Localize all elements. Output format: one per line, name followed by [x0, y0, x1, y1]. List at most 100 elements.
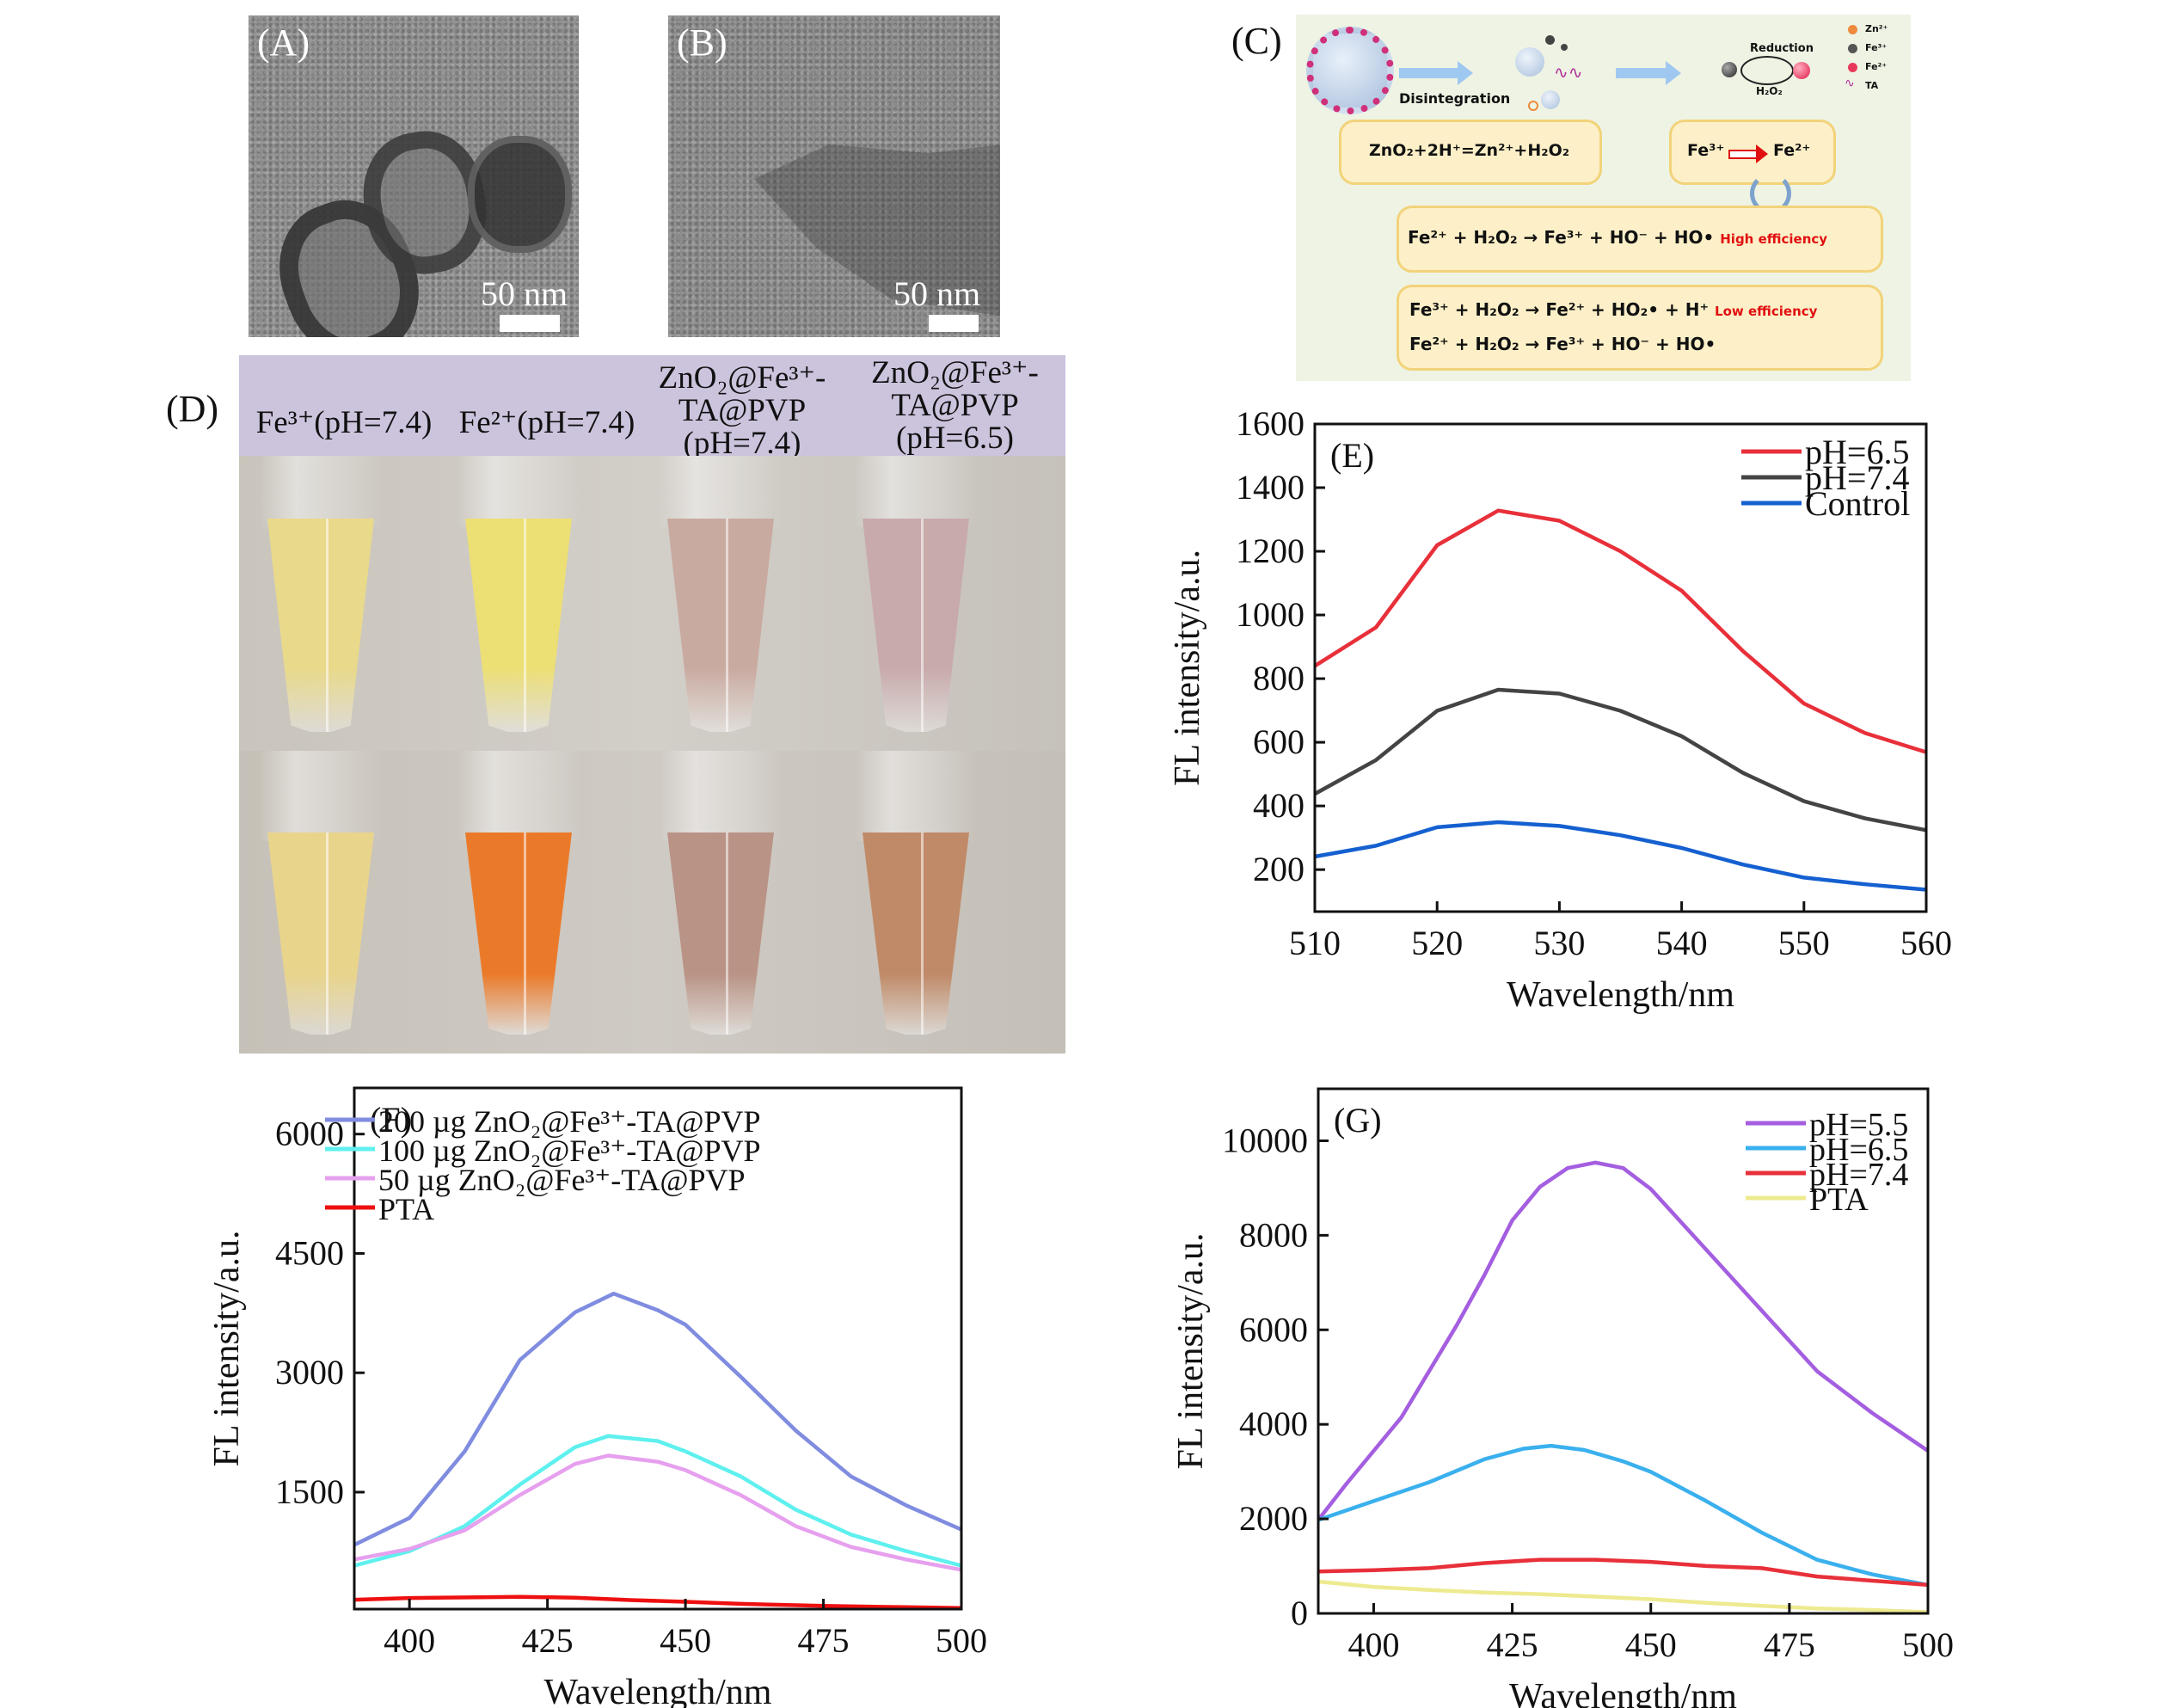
chart-e: 510 520 530 540 550 560 200 400 600 800 1000 1200 14… [1168, 404, 1952, 1015]
y-axis-label: FL intensity/a.u. [207, 1231, 247, 1467]
tem-noise [668, 15, 1000, 337]
legend-ta-label: TA [1865, 80, 1879, 91]
cycle-arrows-icon [1750, 173, 1791, 214]
chart-g: 400 425 450 475 500 0 2000 4000 6000 8000 10000 Wav… [1171, 1087, 1954, 1708]
series-line-0 [1317, 1160, 1930, 1521]
x-tick-label: 450 [660, 1621, 711, 1660]
series-line-1 [1313, 687, 1927, 832]
legend-label: PTA [1809, 1182, 1869, 1218]
y-tick-label: 1400 [1236, 468, 1304, 507]
y-tick-label: 10000 [1222, 1121, 1308, 1159]
x-tick-label: 510 [1289, 924, 1341, 962]
x-tick-label: 550 [1778, 924, 1830, 962]
fe3-ion-icon [1561, 44, 1568, 51]
panel-label-c: (C) [1231, 20, 1282, 62]
equation-high-text: Fe²⁺ + H₂O₂ → Fe³⁺ + HO⁻ + HO• [1408, 227, 1715, 248]
x-tick-label: 425 [522, 1621, 574, 1660]
equation-low-second: Fe²⁺ + H₂O₂ → Fe³⁺ + HO⁻ + HO• [1409, 334, 1716, 354]
ta-wave-icon: ∿∿ [1554, 62, 1583, 83]
zn2-ion-icon [1528, 101, 1538, 111]
panel-label-b: (B) [677, 22, 727, 64]
column-label-fe3: Fe³⁺(pH=7.4) [241, 407, 447, 439]
equation-low-text: Fe³⁺ + H₂O₂ → Fe²⁺ + HO₂• + H⁺ [1409, 299, 1710, 320]
panel-label: (G) [1334, 1101, 1382, 1140]
red-arrow-icon [1728, 150, 1758, 159]
tube-glass [659, 751, 783, 841]
tube-glass [854, 751, 978, 841]
series-line-2 [353, 1453, 962, 1572]
legend-ta-swatch: ∿ [1845, 77, 1855, 90]
fragment-sphere-icon [1515, 47, 1544, 77]
y-tick-label: 4000 [1239, 1404, 1308, 1443]
y-tick-label: 8000 [1239, 1215, 1308, 1254]
fe3-ion-icon [1545, 35, 1555, 45]
legend-label: pH=7.4 [1809, 1157, 1908, 1193]
x-axis-label: Wavelength/nm [544, 1673, 772, 1708]
x-tick-label: 560 [1900, 924, 1952, 962]
x-tick-label: 400 [384, 1621, 435, 1660]
x-axis-label: Wavelength/nm [1509, 1677, 1737, 1708]
column-label-line: (pH=6.5) [896, 421, 1014, 456]
column-label-line: (pH=7.4) [683, 426, 801, 461]
tube-glass [854, 456, 978, 527]
legend-zn-swatch [1848, 25, 1857, 34]
column-label-fe2: Fe²⁺(pH=7.4) [445, 407, 648, 439]
legend-c: Zn²⁺ Fe³⁺ Fe²⁺ ∿ TA [1845, 23, 1908, 101]
fe2-label: Fe²⁺ [1773, 141, 1811, 160]
column-label-text: Fe²⁺(pH=7.4) [458, 405, 635, 440]
series-line-1 [353, 1434, 962, 1568]
nanoparticle-icon [1306, 27, 1394, 114]
plot-frame [353, 1086, 963, 1611]
y-tick-label: 3000 [275, 1353, 344, 1392]
red-arrow-head-icon [1756, 144, 1768, 163]
x-tick-label: 475 [798, 1621, 850, 1660]
equation-high-efficiency: Fe²⁺ + H₂O₂ → Fe³⁺ + HO⁻ + HO• High effi… [1408, 227, 1827, 248]
plot-frame [1313, 422, 1928, 913]
column-label-zno2-ph74: ZnO₂@Fe³⁺- TA@PVP (pH=7.4) [643, 362, 841, 460]
cycle-arrow-icon [1740, 56, 1794, 85]
y-axis-label: FL intensity/a.u. [1171, 1233, 1211, 1470]
tube-glass [259, 751, 383, 841]
panel-label: (F) [370, 1100, 412, 1139]
legend-label: pH=7.4 [1805, 458, 1909, 497]
legend-zn-label: Zn²⁺ [1865, 23, 1888, 34]
column-label-zno2-ph65: ZnO₂@Fe³⁺- TA@PVP (pH=6.5) [850, 357, 1060, 455]
x-tick-label: 500 [936, 1621, 987, 1660]
disintegration-label: Disintegration [1399, 90, 1511, 107]
legend-label: PTA [378, 1192, 434, 1226]
equation-low-efficiency: Fe³⁺ + H₂O₂ → Fe²⁺ + HO₂• + H⁺ Low effic… [1409, 299, 1817, 320]
x-tick-label: 450 [1625, 1625, 1677, 1664]
fe3-ion-icon [1722, 62, 1737, 77]
legend-label: Control [1805, 484, 1910, 523]
legend-label: 50 µg ZnO₂@Fe³⁺-TA@PVP [378, 1163, 746, 1197]
legend-fe2-swatch [1848, 63, 1857, 72]
x-tick-label: 400 [1347, 1625, 1399, 1664]
column-label-line: TA@PVP [678, 393, 807, 428]
scale-bar-label: 50 nm [893, 274, 981, 313]
tem-image-a: (A) 50 nm [249, 15, 579, 337]
photo-header [239, 355, 1065, 456]
series-line-1 [1317, 1443, 1929, 1588]
y-tick-label: 1600 [1236, 404, 1304, 443]
x-tick-label: 530 [1533, 924, 1585, 962]
x-axis-label: Wavelength/nm [1507, 975, 1734, 1015]
column-label-line: ZnO₂@Fe³⁺- [871, 355, 1039, 390]
legend-fe2-label: Fe²⁺ [1865, 61, 1888, 72]
arrow-right-icon [1399, 68, 1459, 78]
y-tick-label: 1500 [275, 1472, 344, 1511]
legend-fe3-label: Fe³⁺ [1865, 42, 1888, 53]
panel-label: (E) [1330, 436, 1374, 475]
chart-f: 400 425 450 475 5001500300045006000Wavelengt… [207, 1086, 987, 1708]
series-line-2 [1317, 1557, 1929, 1588]
equation-box-fe-reduction: Fe³⁺ Fe²⁺ [1669, 120, 1836, 185]
x-tick-label: 475 [1764, 1625, 1815, 1664]
scale-bar [929, 315, 979, 332]
y-tick-label: 1000 [1236, 595, 1304, 634]
arrow-head-icon [1458, 61, 1473, 85]
tube-glass [457, 751, 580, 841]
legend-label: pH=6.5 [1805, 433, 1909, 471]
arrow-head-icon [1666, 61, 1681, 85]
legend-label: pH=5.5 [1809, 1107, 1908, 1143]
fe3-label: Fe³⁺ [1687, 141, 1725, 160]
nanoparticle-core [468, 136, 572, 253]
